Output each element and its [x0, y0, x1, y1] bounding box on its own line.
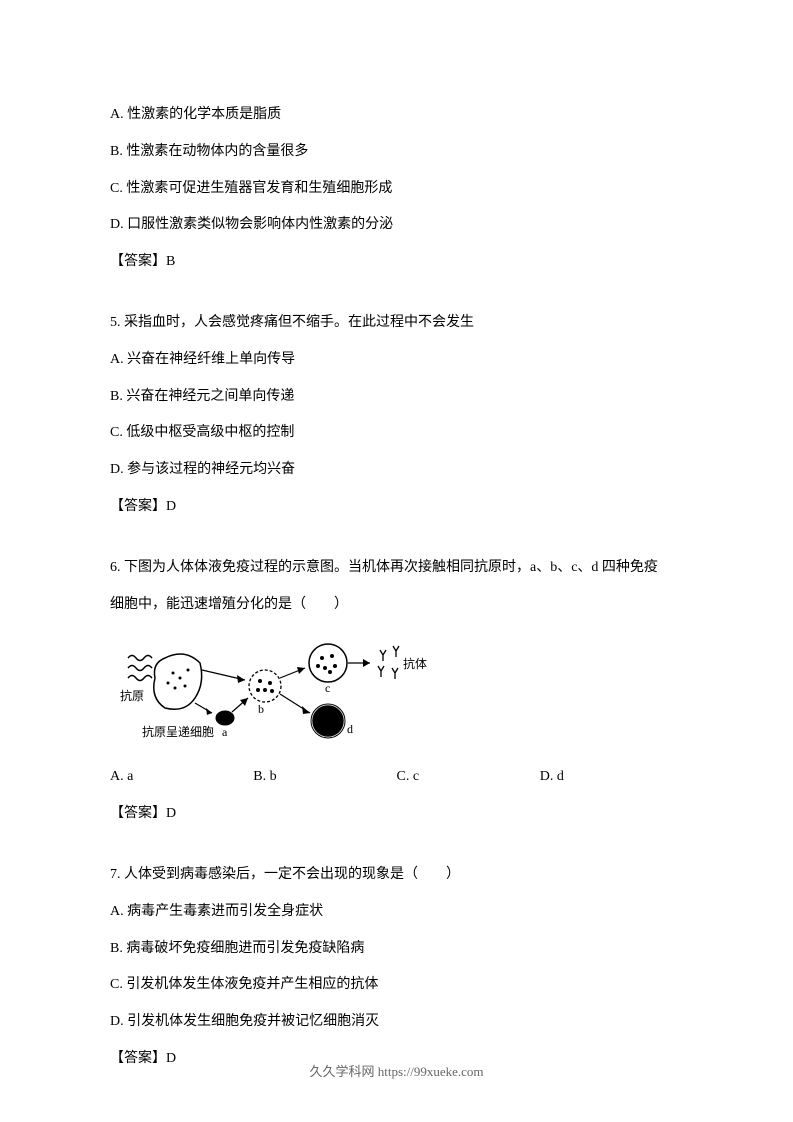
q-partial-answer: 【答案】B [110, 247, 683, 278]
q6-opt-d: D. d [540, 762, 683, 793]
q-partial-opt-c: C. 性激素可促进生殖器官发育和生殖细胞形成 [110, 174, 683, 205]
q5-opt-c: C. 低级中枢受高级中枢的控制 [110, 418, 683, 449]
q7-opt-c: C. 引发机体发生体液免疫并产生相应的抗体 [110, 970, 683, 1001]
antigen-label: 抗原 [120, 688, 144, 703]
q6-answer: 【答案】D [110, 799, 683, 830]
q6-opt-b: B. b [253, 762, 396, 793]
q7-opt-d: D. 引发机体发生细胞免疫并被记忆细胞消灭 [110, 1007, 683, 1038]
q6-opt-c: C. c [397, 762, 540, 793]
q6-diagram: 抗原 抗原呈递细胞 a b [110, 628, 450, 758]
node-c-label: c [325, 681, 330, 695]
presenter-label: 抗原呈递细胞 [142, 724, 214, 739]
antibody-label: 抗体 [403, 656, 427, 671]
q7-opt-a: A. 病毒产生毒素进而引发全身症状 [110, 897, 683, 928]
q6-opt-a: A. a [110, 762, 253, 793]
q7-opt-b: B. 病毒破坏免疫细胞进而引发免疫缺陷病 [110, 934, 683, 965]
q5-opt-d: D. 参与该过程的神经元均兴奋 [110, 455, 683, 486]
q-partial-opt-a: A. 性激素的化学本质是脂质 [110, 100, 683, 131]
q7-stem: 7. 人体受到病毒感染后，一定不会出现的现象是（ ） [110, 860, 683, 891]
q-partial-opt-d: D. 口服性激素类似物会影响体内性激素的分泌 [110, 210, 683, 241]
q5-stem: 5. 采指血时，人会感觉疼痛但不缩手。在此过程中不会发生 [110, 308, 683, 339]
node-b-label: b [258, 702, 264, 716]
q5-answer: 【答案】D [110, 492, 683, 523]
q5-opt-b: B. 兴奋在神经元之间单向传递 [110, 382, 683, 413]
node-d-label: d [347, 722, 353, 736]
q6-options: A. a B. b C. c D. d [110, 762, 683, 793]
q5-opt-a: A. 兴奋在神经纤维上单向传导 [110, 345, 683, 376]
page-footer: 久久学科网 https://99xueke.com [0, 1058, 793, 1087]
q6-stem-2: 细胞中，能迅速增殖分化的是（ ） [110, 590, 683, 621]
q6-stem-1: 6. 下图为人体体液免疫过程的示意图。当机体再次接触相同抗原时，a、b、c、d … [110, 553, 683, 584]
node-a-label: a [222, 725, 228, 739]
q-partial-opt-b: B. 性激素在动物体内的含量很多 [110, 137, 683, 168]
